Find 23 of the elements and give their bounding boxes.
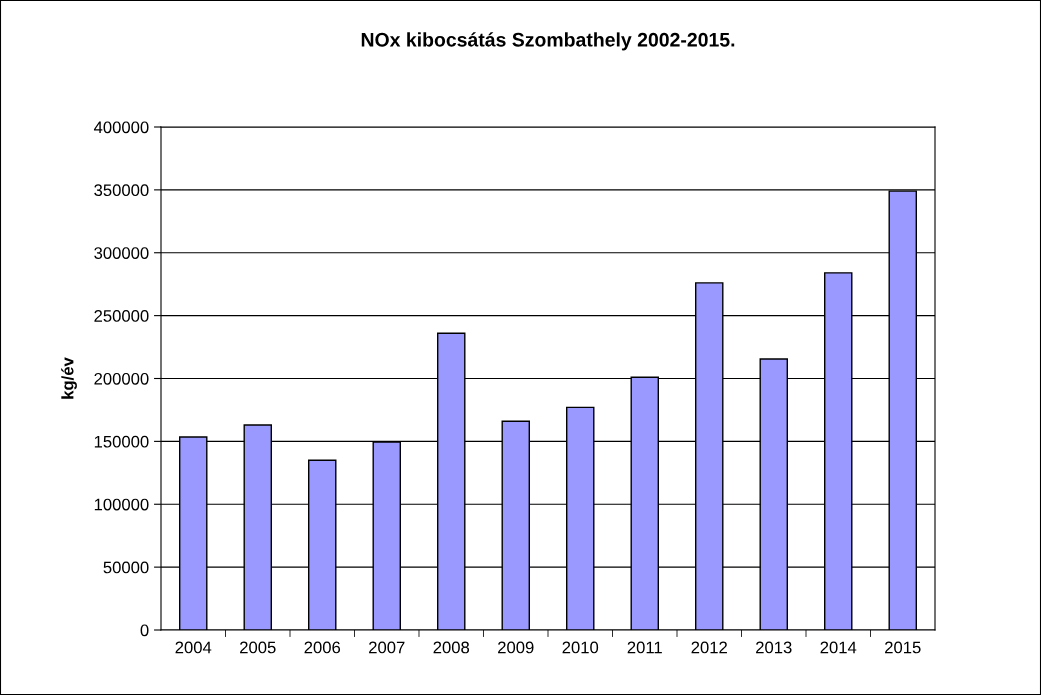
y-tick-label: 100000 [94, 498, 149, 511]
y-tick-label: 300000 [94, 247, 149, 259]
x-tick-label: 2009 [498, 641, 534, 654]
x-tick-label: 2006 [304, 641, 341, 654]
y-axis-title: kg/év [61, 357, 77, 399]
x-tick-label: 2013 [756, 641, 792, 654]
y-tick-label: 150000 [94, 435, 149, 448]
y-tick-label: 400000 [93, 121, 149, 134]
x-tick-label: 2011 [627, 641, 662, 654]
y-tick-label: 200000 [94, 372, 149, 385]
x-tick-label: 2004 [175, 641, 212, 654]
y-tick-label: 0 [140, 624, 149, 637]
y-tick-label: 50000 [103, 561, 149, 574]
chart-title: NOx kibocsátás Szombathely 2002-2015. [361, 32, 735, 51]
x-tick-label: 2008 [433, 641, 470, 654]
y-tick-label: 250000 [94, 310, 149, 322]
x-tick-label: 2010 [562, 641, 599, 654]
x-tick-label: 2014 [820, 641, 857, 654]
x-tick-label: 2012 [691, 641, 727, 654]
x-tick-label: 2007 [369, 641, 405, 654]
x-tick-label: 2005 [240, 641, 276, 654]
x-tick-label: 2015 [885, 641, 921, 654]
y-tick-label: 350000 [94, 184, 149, 197]
